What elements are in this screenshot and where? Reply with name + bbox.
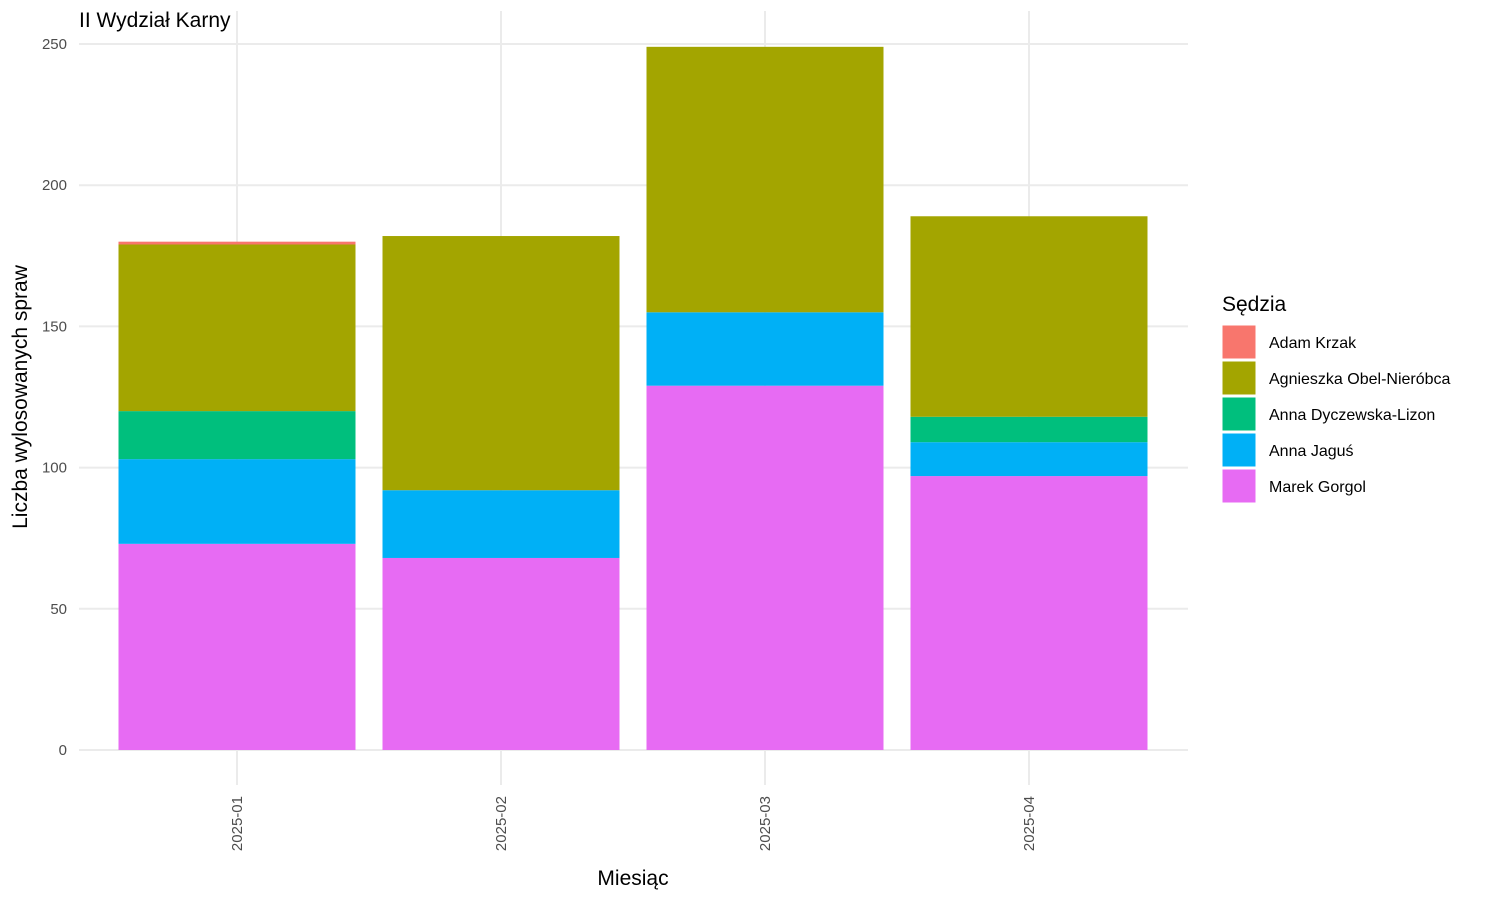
legend-key [1221,432,1257,468]
y-axis-title: Liczba wylosowanych spraw [9,264,32,529]
bar-segment [118,244,356,412]
y-tick-label: 100 [42,460,67,477]
x-tick-label: 2025-02 [493,796,510,851]
legend-key [1221,396,1257,432]
legend-key [1221,324,1257,360]
x-tick-label: 2025-03 [757,796,774,851]
bar-segment [910,416,1148,443]
bar-segment [646,312,884,386]
y-tick-label: 0 [59,742,67,759]
bar-segment [118,411,356,460]
chart-title: II Wydział Karny [79,9,231,32]
y-tick-label: 150 [42,318,67,335]
legend-title: Sędzia [1222,293,1287,316]
legend-label: Agnieszka Obel-Nieróbca [1269,371,1451,388]
bars-layer [118,46,1148,750]
axis-layer: 0 50 100 150 200 250 2025-01 2025-02 2025-03 2025… [42,36,1038,851]
bar-segment [910,476,1148,750]
y-tick-label: 200 [42,177,67,194]
legend-key [1221,468,1257,504]
x-tick-label: 2025-04 [1021,796,1038,851]
bar-segment [382,236,620,491]
bar-segment [118,543,356,750]
bar-segment [118,241,356,245]
bar-segment [382,490,620,558]
y-tick-label: 50 [50,601,67,618]
bar-segment [646,46,884,313]
x-tick-label: 2025-01 [229,796,246,851]
legend-label: Anna Jaguś [1269,443,1354,460]
x-axis-title: Miesiąc [597,867,668,890]
y-tick-label: 250 [42,36,67,53]
legend-label: Anna Dyczewska-Lizon [1269,407,1435,424]
legend-label: Marek Gorgol [1269,479,1366,496]
bar-segment [910,216,1148,417]
legend-key [1221,360,1257,396]
legend: Sędzia Adam Krzak Agnieszka Obel-Nieróbca… [1221,293,1451,504]
bar-segment [118,459,356,544]
bar-segment [382,557,620,750]
bar-segment [910,442,1148,477]
bar-segment [646,385,884,750]
legend-label: Adam Krzak [1269,335,1357,352]
